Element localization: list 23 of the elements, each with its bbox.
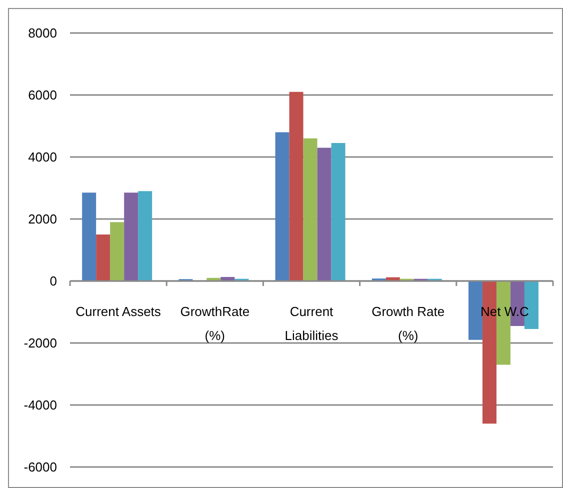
y-tick-label: -2000 (24, 336, 57, 351)
bar (303, 138, 318, 281)
y-tick-label: -6000 (24, 460, 57, 475)
bar (110, 222, 124, 281)
bar (96, 234, 110, 281)
bar (138, 191, 152, 281)
x-tick-label: GrowthRate (%) (180, 304, 250, 343)
y-tick-label: 6000 (28, 88, 57, 103)
y-tick-label: 0 (50, 274, 57, 289)
bar (82, 192, 96, 281)
x-tick-label: Growth Rate (%) (372, 304, 445, 343)
y-tick-label: -4000 (24, 398, 57, 413)
bar (468, 281, 482, 340)
x-tick-label: Current Assets (76, 304, 162, 319)
bar (124, 192, 138, 281)
y-tick-label: 8000 (28, 26, 57, 41)
bar (317, 148, 332, 281)
bar (275, 132, 290, 281)
bar (289, 92, 304, 281)
y-tick-label: 4000 (28, 150, 57, 165)
bar (331, 143, 346, 281)
x-tick-label: Current Liabilities (284, 304, 339, 343)
y-tick-label: 2000 (28, 212, 57, 227)
